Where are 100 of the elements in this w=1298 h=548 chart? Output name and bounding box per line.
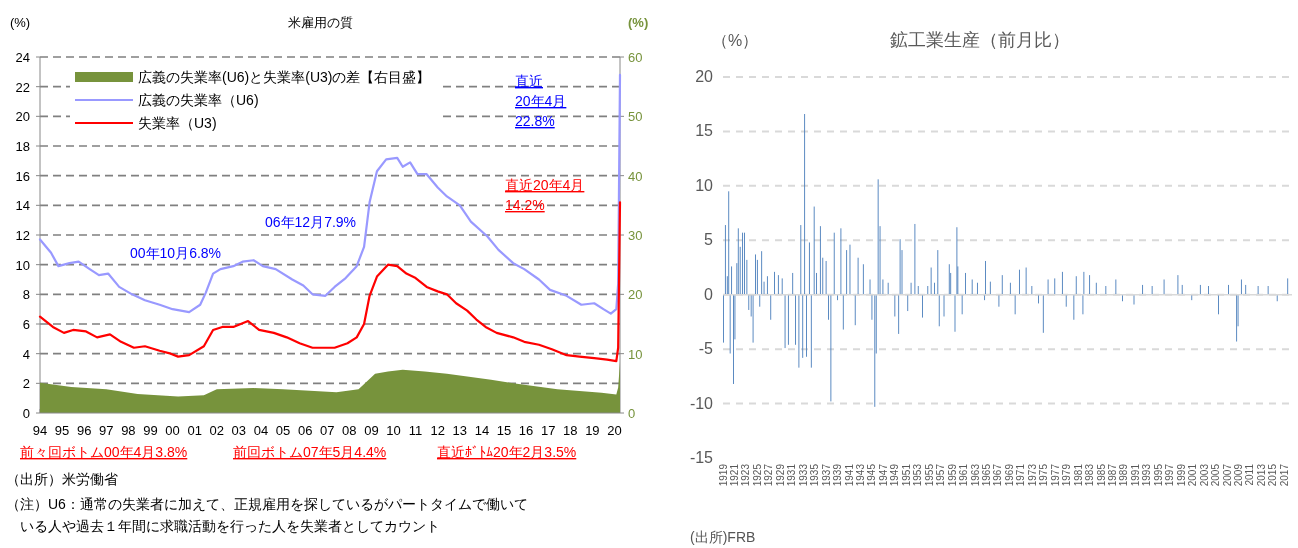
- x-tick-label: 01: [187, 423, 202, 438]
- x-tick-label: 1953: [912, 463, 924, 487]
- y-tick-label: -15: [689, 449, 714, 466]
- y-tick-label: 0: [22, 406, 30, 421]
- y2-tick-label: 40: [628, 168, 643, 184]
- x-tick-label: 1949: [889, 463, 901, 487]
- x-tick-label: 1957: [935, 463, 947, 487]
- annotation: 06年12月7.9%: [265, 214, 357, 230]
- x-tick-label: 1919: [717, 463, 729, 487]
- y-tick-label: -10: [689, 394, 714, 412]
- x-tick-label: 1983: [1084, 463, 1096, 487]
- y-tick-label: 6: [22, 317, 30, 332]
- x-tick-label: 2015: [1267, 463, 1279, 487]
- x-tick-label: 1947: [877, 463, 889, 487]
- x-tick-label: 14: [474, 423, 490, 438]
- x-tick-label: 1979: [1061, 463, 1073, 487]
- x-tick-label: 1977: [1049, 463, 1061, 487]
- x-tick-label: 1931: [786, 463, 798, 487]
- x-tick-label: 1991: [1129, 463, 1141, 487]
- line-series: [38, 201, 622, 363]
- x-tick-label: 02: [209, 423, 224, 438]
- x-tick-label: 1989: [1118, 463, 1130, 487]
- x-tick-label: 98: [121, 423, 136, 438]
- x-tick-label: 1997: [1164, 463, 1176, 487]
- y-tick-label: 20: [695, 68, 714, 85]
- x-tick-label: 12: [430, 423, 445, 438]
- x-tick-label: 1993: [1141, 463, 1153, 487]
- x-tick-label: 1955: [923, 463, 935, 487]
- x-tick-label: 16: [518, 423, 534, 438]
- x-tick-label: 1975: [1038, 463, 1050, 487]
- x-tick-label: 1941: [843, 463, 855, 487]
- x-tick-label: 1973: [1026, 463, 1038, 487]
- y2-tick-label: 50: [628, 109, 643, 125]
- y-tick-label: 12: [15, 228, 30, 243]
- x-tick-label: 1967: [992, 463, 1004, 487]
- y2-tick-label: 0: [628, 406, 636, 421]
- x-tick-label: 96: [76, 423, 92, 438]
- x-tick-label: 15: [496, 423, 512, 438]
- x-tick-label: 2001: [1187, 463, 1199, 487]
- x-tick-label: 99: [143, 423, 158, 438]
- x-tick-label: 08: [342, 423, 357, 438]
- x-tick-label: 1945: [866, 463, 878, 487]
- x-tick-label: 1921: [728, 463, 740, 487]
- x-tick-label: 1923: [740, 463, 752, 487]
- x-tick-label: 2017: [1278, 463, 1290, 487]
- x-tick-label: 1927: [763, 463, 775, 487]
- y-tick-label: 8: [22, 287, 30, 303]
- y-tick-label: 10: [15, 257, 30, 273]
- x-tick-label: 1951: [900, 463, 912, 487]
- x-tick-label: 1963: [969, 463, 981, 487]
- x-tick-label: 1981: [1072, 463, 1084, 487]
- x-tick-label: 1969: [1003, 463, 1015, 487]
- y-tick-label: 0: [704, 285, 714, 303]
- x-tick-label: 97: [99, 423, 114, 438]
- x-tick-label: 2003: [1198, 463, 1210, 487]
- x-tick-label: 1935: [809, 463, 821, 487]
- text: (出所)FRB: [690, 529, 756, 545]
- x-tick-label: 1971: [1015, 463, 1027, 487]
- chart-title: 鉱工業生産（前月比）: [890, 30, 1070, 50]
- text: いる人や過去１年間に求職活動を行った人を失業者としてカウント: [20, 518, 440, 534]
- y2-tick-label: 20: [628, 287, 643, 303]
- y-tick-label: 10: [695, 176, 714, 194]
- text: （出所）米労働省: [6, 471, 118, 487]
- x-tick-label: 10: [386, 423, 401, 438]
- x-tick-label: 2011: [1244, 463, 1256, 486]
- y-tick-label: 5: [704, 231, 714, 249]
- x-tick-label: 1995: [1152, 463, 1164, 487]
- y-tick-label: 15: [695, 122, 714, 140]
- x-tick-label: 1929: [774, 463, 786, 487]
- text: 前々回ボトム00年4月3.8%: [20, 444, 188, 460]
- y-tick-label: 2: [22, 376, 30, 392]
- x-tick-label: 06: [297, 423, 313, 438]
- y-tick-label: 18: [15, 139, 30, 154]
- x-tick-label: 07: [320, 423, 335, 438]
- y-axis-title: （%）: [712, 32, 759, 49]
- text: （注）U6：通常の失業者に加えて、正規雇用を探しているがパートタイムで働いて: [6, 496, 528, 512]
- annotation: 直近20年4月 14.2%: [505, 177, 585, 213]
- annotation: 00年10月6.8%: [130, 245, 222, 261]
- x-tick-label: 1961: [958, 463, 970, 487]
- y-tick-label: 4: [22, 346, 30, 362]
- x-tick-label: 2005: [1210, 463, 1222, 487]
- x-tick-label: 2009: [1233, 463, 1245, 487]
- x-tick-label: 18: [563, 423, 578, 438]
- chart-title: 米雇用の質: [287, 15, 353, 30]
- x-tick-label: 1959: [946, 463, 958, 487]
- x-tick-label: 1985: [1095, 463, 1107, 487]
- x-tick-label: 94: [32, 423, 48, 438]
- x-tick-label: 2007: [1221, 463, 1233, 487]
- legend-label: 失業率（U3): [138, 115, 217, 131]
- y-tick-label: -5: [698, 340, 714, 358]
- y-tick-label: 16: [15, 168, 30, 184]
- text: 前回ボトム07年5月4.4%: [233, 444, 387, 460]
- y2-tick-label: 30: [628, 228, 643, 243]
- legend-label: 広義の失業率(U6)と失業率(U3)の差【右目盛】: [138, 69, 431, 85]
- x-tick-label: 1939: [832, 463, 844, 487]
- x-tick-label: 1933: [797, 463, 809, 487]
- text: 直近ﾎﾞﾄﾑ20年2月3.5%: [437, 444, 577, 460]
- y-tick-label: 24: [15, 50, 30, 65]
- x-tick-label: 1965: [981, 463, 992, 487]
- x-tick-label: 1999: [1175, 463, 1187, 487]
